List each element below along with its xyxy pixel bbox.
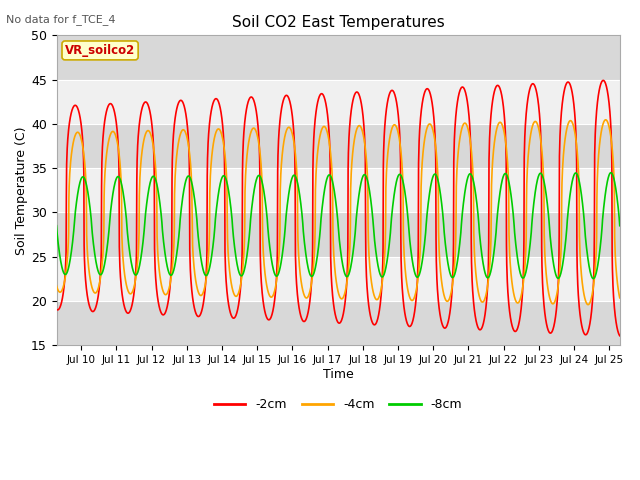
Line: -4cm: -4cm (56, 120, 620, 305)
-4cm (600, 120, 607, 125)
-8cm (607, 170, 615, 176)
Bar (56, 124, 620, 168)
Bar (56, 257, 620, 301)
-4cm (584, 302, 592, 308)
Y-axis label: Soil Temperature (C): Soil Temperature (C) (15, 126, 28, 254)
-4cm (600, 120, 607, 126)
Title: Soil CO2 East Temperatures: Soil CO2 East Temperatures (232, 15, 445, 30)
-4cm (312, 187, 319, 192)
-2cm (326, 191, 334, 196)
-2cm (496, 85, 504, 91)
Line: -2cm: -2cm (56, 80, 620, 336)
Line: -8cm: -8cm (56, 173, 620, 278)
-4cm (326, 148, 334, 154)
X-axis label: Time: Time (323, 368, 353, 381)
-4cm (52, 283, 60, 288)
-2cm (600, 78, 607, 84)
-2cm (52, 306, 60, 312)
-2cm (599, 77, 607, 83)
-8cm (600, 205, 607, 211)
Bar (56, 213, 620, 257)
Bar (56, 301, 620, 345)
-8cm (589, 276, 597, 281)
Text: VR_soilco2: VR_soilco2 (65, 44, 135, 57)
-4cm (616, 295, 623, 301)
-8cm (326, 173, 334, 179)
-8cm (616, 223, 623, 228)
Text: No data for f_TCE_4: No data for f_TCE_4 (6, 14, 116, 25)
-8cm (81, 178, 89, 183)
-2cm (312, 114, 319, 120)
-8cm (52, 223, 60, 228)
Legend: -2cm, -4cm, -8cm: -2cm, -4cm, -8cm (209, 394, 467, 417)
-4cm (602, 117, 609, 123)
Bar (56, 36, 620, 80)
-8cm (496, 190, 504, 195)
-2cm (81, 273, 89, 278)
Bar (56, 168, 620, 213)
-8cm (600, 208, 607, 214)
-4cm (496, 120, 504, 125)
-2cm (616, 333, 623, 338)
-2cm (600, 78, 607, 84)
-4cm (81, 167, 89, 172)
Bar (56, 80, 620, 124)
-8cm (312, 264, 319, 270)
